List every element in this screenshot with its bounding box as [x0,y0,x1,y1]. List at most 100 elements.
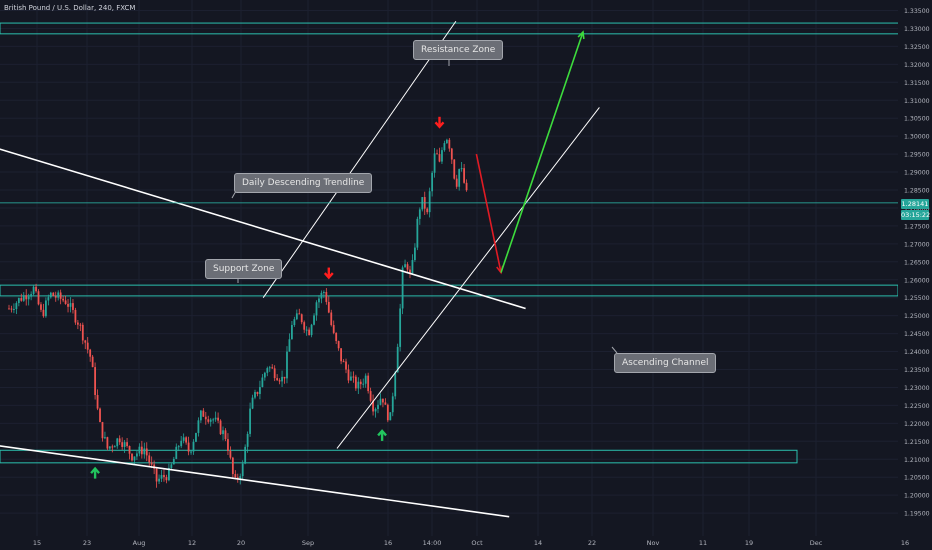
candle-body [126,442,128,446]
candle-body [150,462,153,465]
candle-body [320,292,323,299]
price-tick-label: 1.32500 [904,44,930,51]
candle-body [293,319,296,326]
candle-body [106,437,109,449]
grid-lines [0,0,906,536]
candle-body [283,376,286,379]
candle-body [86,342,89,350]
candle-body [229,450,232,458]
candle-body [298,313,301,315]
candle-body [79,324,82,326]
candle-body [64,300,67,304]
candle-body [143,448,146,455]
time-axis: 15 23 Aug 12 20 Sep 16 14:00 Oct 14 22 Nov 11 19 Dec 16 [33,539,909,547]
candle-body [81,324,84,341]
candle-body [362,383,365,385]
price-tick-label: 1.30000 [904,134,930,141]
candle-body [431,172,434,192]
candle-body [148,455,151,463]
candle-body [108,446,111,449]
candle-body [406,264,409,270]
candle-body [180,440,183,447]
projection-segment [475,153,502,273]
candle-body [231,457,234,475]
candle-body [101,422,104,439]
candle-body [138,446,141,454]
candle-body [45,300,47,317]
resistance-zone-callout: Resistance Zone [413,40,504,60]
candle-body [224,430,227,440]
projection-arrowhead [577,30,585,40]
candle-body [359,381,362,385]
candle-body [76,322,79,325]
candle-body [249,408,251,434]
price-zone [0,284,899,297]
time-tick-label: 19 [745,539,753,547]
candle-body [175,446,178,459]
candle-body [259,387,261,394]
candle-body [199,410,202,421]
price-tick-label: 1.25000 [904,313,930,320]
price-tick-label: 1.21500 [904,439,930,446]
price-tick-label: 1.20000 [904,493,930,500]
time-tick-label: 11 [699,539,707,547]
candle-body [40,304,42,310]
candle-body [187,442,190,452]
price-tick-label: 1.27000 [904,241,930,248]
candle-body [443,143,446,151]
candle-body [458,169,461,187]
arrow-head [434,121,445,129]
candle-body [219,420,222,435]
candle-body [463,168,465,183]
candle-body [185,437,188,443]
candle-body [303,322,306,330]
arrow-head [377,429,387,437]
price-tick-label: 1.29000 [904,170,930,177]
candle-body [288,339,291,352]
candle-body [25,295,28,300]
time-tick-label: 14:00 [423,539,442,547]
candle-body [99,408,101,423]
last-price-label: 1.28141 [901,199,929,209]
candle-body [418,209,421,219]
time-tick-label: 23 [83,539,91,547]
candle-body [438,154,441,162]
price-tick-label: 1.28500 [904,188,930,195]
candle-body [379,398,382,405]
trend-line [0,148,526,310]
candle-body [84,340,87,343]
candle-body [409,269,411,274]
price-tick-label: 1.30500 [904,116,930,123]
candle-body [271,367,274,369]
candle-body [17,298,20,304]
candle-body [313,315,315,325]
candle-body [158,478,160,482]
candle-body [386,404,389,421]
candle-body [377,404,379,410]
price-zones [0,22,932,464]
arrow-head [90,466,100,474]
candle-body [91,356,94,368]
candle-body [140,446,143,455]
price-tick-label: 1.33000 [904,26,930,33]
price-tick-label: 1.33500 [904,8,930,15]
candle-body [300,314,303,323]
candle-body [396,346,399,373]
candle-body [350,376,352,381]
candle-body [369,391,372,401]
candle-body [241,463,244,477]
candle-body [160,475,163,479]
candle-body [273,368,276,379]
price-axis: 1.33500 1.33000 1.32500 1.32000 1.31500 1.310… [898,0,932,550]
trend-line [0,445,510,518]
candle-body [59,292,62,299]
candlestick-series [8,138,468,488]
candle-body [332,325,335,333]
candle-body [131,453,133,461]
candle-body [214,417,217,420]
candle-body [416,218,419,248]
candle-body [54,296,57,298]
price-tick-label: 1.19500 [904,511,930,518]
candle-body [372,400,374,412]
